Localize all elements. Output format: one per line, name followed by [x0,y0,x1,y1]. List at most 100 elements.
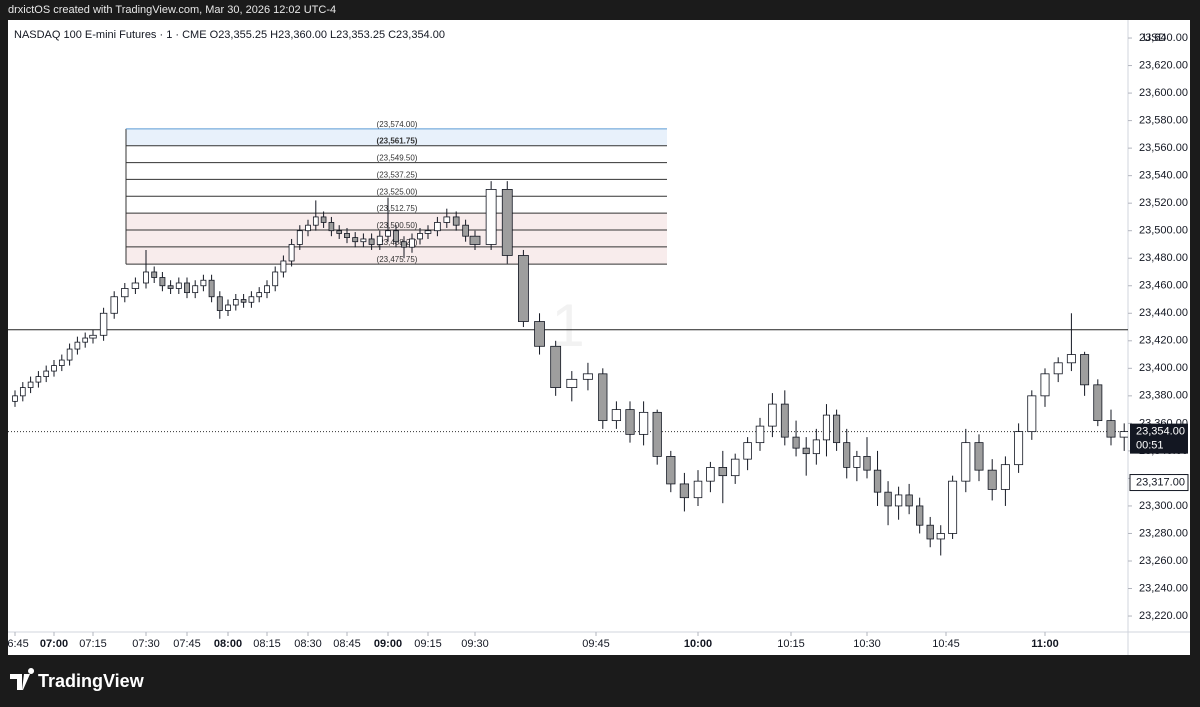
candle-body [582,373,593,380]
x-tick-label: 07:45 [173,638,201,650]
candle-body [873,469,882,493]
candle-body [280,260,287,273]
brand-name: TradingView [38,671,145,691]
ohlc-value: 23,354.00 [396,29,445,41]
candle-body [1027,395,1037,433]
candle-body [961,442,971,482]
candle-body [755,425,765,444]
candle-body [434,222,441,232]
candle-body [19,387,26,397]
chart-background [8,20,1190,655]
candle-body [863,455,871,471]
x-tick-label: 10:00 [684,638,712,650]
candle-body [216,296,223,311]
x-tick-label: 10:15 [777,638,805,650]
candle-body [768,403,777,427]
candle-body [376,235,383,245]
candle-body [1119,431,1128,438]
symbol-title: NASDAQ 100 E-mini Futures · 1 · CME [14,29,207,41]
candle-body [443,216,451,223]
candle-body [598,373,608,422]
candle-body [666,455,676,485]
candle-body [35,376,42,383]
y-tick-label: 23,620.00 [1139,59,1188,71]
candle-body [51,365,57,372]
y-tick-label: 23,260.00 [1139,555,1188,567]
candle-body [424,230,432,234]
candle-body [452,216,460,226]
y-tick-label: 23,440.00 [1139,307,1188,319]
logo-icon [10,668,35,690]
price-axis: 23,220.00 23,240.00 23,260.00 23,280.00 23,3… [1128,32,1189,622]
candle-body [288,244,295,262]
last-price-box [1130,423,1188,454]
candle-body [706,467,715,482]
candle-body [718,467,728,477]
candle-body [151,271,158,278]
candle-body [916,505,924,526]
candle-body [184,282,190,294]
candle-body [264,285,270,294]
candle-body [1106,420,1116,438]
candle-body [305,224,311,232]
candle-body [401,241,407,248]
y-tick-label: 23,420.00 [1139,335,1188,347]
candle-body [462,224,469,237]
candle-body [517,255,529,322]
candle-body [550,345,562,388]
candle-body [320,216,327,223]
candle-body [110,296,118,314]
ohlc-key: H [270,29,279,41]
level-band [126,128,667,146]
attribution: drxictOS created with TradingView.com, M… [8,4,337,16]
x-tick-label: 08:00 [214,638,242,650]
x-tick-label: 10:30 [853,638,881,650]
y-tick-label: 23,540.00 [1139,170,1188,182]
last-price-label: 23,354.00 [1136,426,1185,438]
candle-body [296,230,303,245]
candle-body [936,533,945,540]
y-tick-label: 23,400.00 [1139,362,1188,374]
candle-body [409,238,415,248]
candle-body [611,409,622,422]
level-label: (23,574.00) [377,120,418,129]
candle-body [905,494,913,507]
level-label: (23,525.00) [377,187,418,196]
candle-body [1040,373,1050,397]
candle-body [485,189,497,245]
candle-body [192,285,199,294]
currency: USD [1143,32,1166,44]
y-tick-label: 23,240.00 [1139,582,1188,594]
y-tick-label: 23,520.00 [1139,197,1188,209]
y-tick-label: 23,580.00 [1139,115,1188,127]
candle-body [534,321,545,347]
candle-body [501,189,513,256]
candle-body [352,237,359,243]
y-tick-label: 23,560.00 [1139,142,1188,154]
candle-body [74,341,81,350]
candle-body [159,277,166,287]
candle-body [58,359,65,366]
candle-body [469,235,481,245]
candle-body [1066,354,1076,364]
candle-body [225,304,231,311]
ohlc-key: O [209,29,219,41]
level-label: (23,475.75) [377,255,418,264]
ohlc-value: 23,355.25 [218,29,268,41]
candle-body [792,436,800,449]
candle-body [566,378,578,388]
level-label: (23,500.50) [377,221,418,230]
y-tick-label: 23,500.00 [1139,225,1188,237]
candle-body [312,216,319,226]
candle-body [368,238,375,245]
symbol-header: NASDAQ 100 E-mini Futures · 1 · CME O23,… [14,29,448,41]
y-tick-label: 23,300.00 [1139,500,1188,512]
candle-body [638,411,649,435]
alert-price-box [1129,474,1189,492]
level-label: (23,561.75) [377,137,418,146]
candle-body [730,458,740,477]
y-tick-label: 23,480.00 [1139,252,1188,264]
candle-body [743,442,752,460]
